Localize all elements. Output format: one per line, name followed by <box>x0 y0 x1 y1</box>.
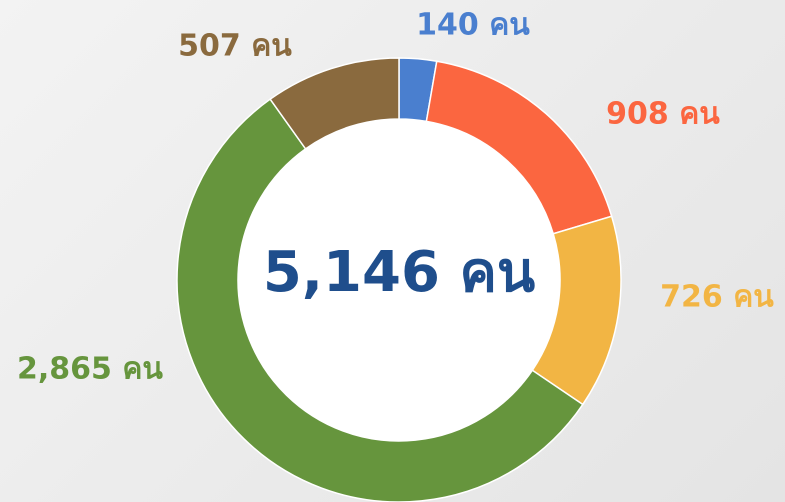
center-label: 5,146 คน <box>263 240 535 305</box>
data-label: 908 คน <box>606 97 720 132</box>
data-label: 507 คน <box>178 29 292 64</box>
donut-hole <box>238 119 560 441</box>
data-label: 140 คน <box>416 8 530 43</box>
data-label: 2,865 คน <box>17 352 163 387</box>
data-label: 726 คน <box>660 280 774 315</box>
